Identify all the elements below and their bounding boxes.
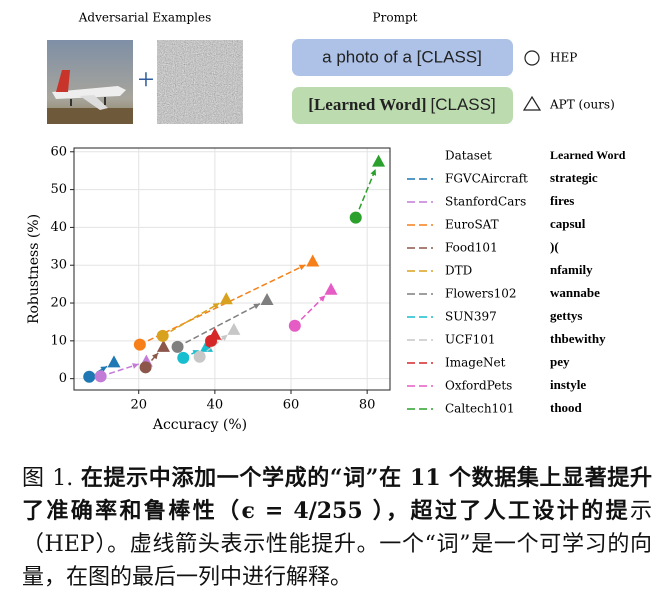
learned-word: fires (550, 193, 574, 208)
x-tick-label: 80 (359, 398, 376, 413)
hep-point (83, 370, 96, 383)
learned-word: wannabe (550, 285, 600, 300)
arrow-line (162, 302, 220, 337)
y-axis-label: Robustness (%) (26, 214, 42, 324)
learned-prompt: [Learned Word] [CLASS] (308, 95, 495, 115)
hep-icon (524, 50, 540, 66)
hep-point (156, 329, 169, 342)
x-tick-label: 40 (207, 398, 224, 413)
apt-point (372, 154, 386, 167)
apt-point (208, 327, 222, 340)
arrow-head (318, 295, 326, 302)
hep-point (171, 340, 184, 353)
arrow-head (132, 363, 139, 369)
arrow-line (294, 294, 326, 327)
y-tick-label: 0 (59, 371, 67, 386)
hep-point (349, 211, 362, 224)
arrow-head (370, 169, 377, 176)
apt-point (260, 293, 274, 306)
legend-label: ImageNet (445, 356, 506, 370)
arrow-head (221, 334, 228, 341)
learned-word: [Learned Word] (308, 95, 426, 114)
learned-word: instyle (550, 377, 586, 392)
prompt-box (292, 87, 513, 124)
legend-label: EuroSAT (445, 218, 499, 232)
arrow-line (139, 264, 306, 346)
arrow-line (177, 303, 261, 348)
plus: + (138, 63, 155, 96)
y-tick-label: 40 (50, 220, 67, 235)
y-tick-label: 60 (50, 144, 67, 159)
plane-image (47, 40, 133, 124)
arrow-head (253, 303, 260, 310)
arrow-head (151, 352, 159, 360)
legend-label: Food101 (445, 241, 498, 255)
hand-prompt: a photo of a [CLASS] (322, 47, 482, 66)
y-tick-label: 10 (50, 333, 67, 348)
legend-title: Dataset (445, 149, 492, 163)
apt-point (107, 355, 121, 368)
apt-icon (522, 95, 542, 111)
arrow-line (355, 168, 377, 218)
apt-point (156, 339, 170, 352)
learned-word: gettys (550, 308, 583, 323)
arrow-head (212, 303, 220, 309)
hep-point (177, 351, 190, 364)
apt-point (227, 322, 241, 335)
x-tick-label: 60 (283, 398, 300, 413)
learned-word: thood (550, 400, 583, 415)
legend-label: Caltech101 (445, 402, 514, 416)
arrow-line (100, 363, 139, 378)
legend-label: FGVCAircraft (445, 172, 528, 186)
hep-point (133, 338, 146, 351)
learned-word: capsul (550, 216, 586, 231)
caption-bold: 在提示中添加一个学成的“词”在 11 个数据集上显著提升了准确率和鲁棒性（ϵ =… (22, 465, 653, 524)
noise-image (157, 40, 243, 124)
caption: 图 1. 在提示中添加一个学成的“词”在 11 个数据集上显著提升了准确率和鲁棒… (22, 462, 652, 594)
hep-point (139, 361, 152, 374)
legend-title: Learned Word (550, 148, 626, 162)
right-title: Prompt (373, 11, 418, 25)
legend-label: StanfordCars (445, 195, 526, 209)
prompt-box (292, 39, 513, 76)
learned-word: strategic (550, 170, 598, 185)
caption-text: 示（HEP）。虚线箭头表示性能提升。一个“词”是一个可学习的向量，在图的最后一列… (22, 499, 652, 590)
figure: Adversarial Examples Prompt + a photo of… (26, 11, 626, 434)
plot-frame (73, 147, 391, 391)
legend-label: OxfordPets (445, 379, 512, 393)
class-token: [CLASS] (431, 95, 496, 114)
legend-label: UCF101 (445, 333, 496, 347)
y-tick-label: 50 (50, 182, 67, 197)
legend-label: DTD (445, 264, 472, 278)
apt-point (324, 282, 338, 295)
hep-point (288, 319, 301, 332)
caption-label: 图 1. (22, 466, 74, 491)
legend-label: Flowers102 (445, 287, 517, 301)
apt-point (219, 292, 233, 305)
x-tick-label: 20 (130, 398, 147, 413)
learned-word: nfamily (550, 262, 593, 277)
learned-word: thbewithy (550, 331, 606, 346)
arrow-head (298, 264, 306, 271)
arrow-head (100, 366, 108, 373)
learned-word: )( (550, 239, 559, 254)
hep-point (193, 350, 206, 363)
apt-label: APT (ours) (549, 98, 615, 112)
hep-point (94, 370, 107, 383)
left-title: Adversarial Examples (78, 11, 212, 25)
y-tick-label: 30 (50, 258, 67, 273)
learned-word: pey (550, 354, 570, 369)
apt-point (306, 254, 320, 267)
x-axis-label: Accuracy (%) (152, 417, 247, 433)
y-tick-label: 20 (50, 296, 67, 311)
hep-label: HEP (550, 51, 577, 65)
legend-label: SUN397 (445, 310, 497, 324)
